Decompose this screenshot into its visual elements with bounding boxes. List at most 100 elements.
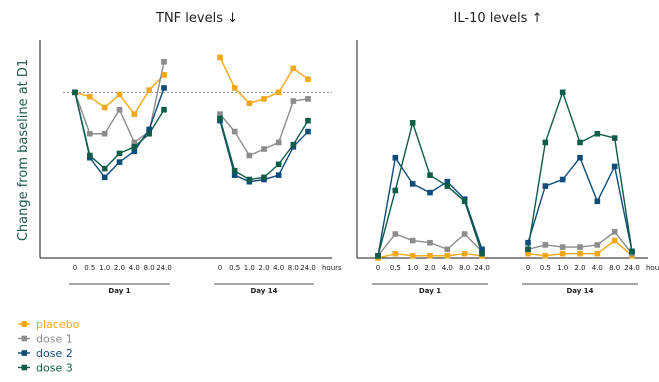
data-point (611, 163, 618, 170)
data-point (559, 176, 566, 183)
data-point (427, 189, 433, 196)
series-placebo (74, 57, 309, 115)
data-point (427, 172, 433, 178)
legend-marker (21, 350, 28, 356)
x-tick-label: 24.0 (624, 264, 640, 272)
day-label: Day 14 (250, 287, 277, 295)
data-point (261, 174, 267, 181)
data-point (577, 154, 583, 161)
x-tick-label: 8.0 (459, 264, 470, 272)
data-point (392, 250, 399, 257)
x-tick-label: 2.0 (424, 264, 435, 272)
x-tick-label: 4.0 (129, 264, 140, 272)
x-tick-label: 0 (73, 264, 77, 272)
data-point (392, 187, 399, 194)
data-point (217, 115, 223, 122)
data-point (161, 72, 167, 78)
data-point (375, 253, 381, 259)
data-point (611, 229, 618, 235)
data-point (87, 130, 93, 137)
data-point (290, 65, 297, 72)
day-label: Day 1 (419, 287, 441, 295)
data-point (231, 85, 238, 91)
data-point (72, 89, 78, 96)
data-point (611, 237, 618, 244)
x-tick-label: 4.0 (442, 264, 453, 272)
data-point (87, 152, 93, 159)
data-point (101, 165, 108, 172)
data-point (275, 172, 282, 178)
data-point (542, 139, 549, 146)
data-point (131, 144, 138, 150)
x-unit-label: hours (322, 264, 342, 272)
data-point (427, 239, 433, 246)
data-point (275, 161, 282, 168)
data-point (161, 85, 167, 91)
x-tick-label: 1.0 (244, 264, 255, 272)
data-point (217, 111, 223, 117)
legend-item-dose-3: dose 3 (18, 362, 73, 375)
data-point (629, 248, 635, 255)
x-tick-label: 24.0 (474, 264, 490, 272)
data-point (461, 198, 468, 205)
data-point (525, 239, 531, 246)
data-point (290, 98, 297, 104)
data-point (542, 253, 549, 259)
x-tick-label: 24.0 (300, 264, 316, 272)
data-point (559, 244, 566, 250)
x-tick-label: 8.0 (144, 264, 155, 272)
data-point (305, 76, 311, 83)
x-tick-label: 0.5 (84, 264, 95, 272)
data-point (461, 231, 468, 237)
data-point (87, 93, 93, 100)
x-tick-label: 0 (526, 264, 530, 272)
series-line (527, 157, 633, 252)
data-point (559, 250, 566, 257)
data-point (542, 242, 549, 248)
x-tick-label: 0.5 (229, 264, 240, 272)
x-tick-label: 0 (376, 264, 380, 272)
data-point (231, 172, 238, 178)
data-point (392, 231, 399, 237)
legend-marker (21, 335, 28, 342)
panel-title: TNF levels ↓ (155, 11, 238, 26)
x-tick-label: 2.0 (258, 264, 269, 272)
legend-marker (21, 364, 28, 371)
data-point (479, 246, 485, 253)
data-point (559, 89, 566, 96)
x-tick-label: 8.0 (609, 264, 620, 272)
data-point (611, 135, 618, 141)
x-tick-label: 1.0 (557, 264, 568, 272)
data-point (594, 198, 601, 205)
data-point (594, 130, 601, 137)
x-tick-label: 4.0 (273, 264, 284, 272)
x-tick-label: 1.0 (99, 264, 110, 272)
data-point (261, 146, 267, 152)
data-point (261, 96, 267, 102)
data-point (116, 150, 123, 157)
data-point (246, 152, 253, 159)
data-point (101, 104, 108, 111)
legend-item-dose-1: dose 1 (18, 333, 73, 346)
data-point (392, 154, 399, 161)
data-point (461, 250, 468, 257)
x-tick-label: 0.5 (390, 264, 401, 272)
series-placebo (377, 239, 633, 259)
series-dose-3 (74, 92, 309, 181)
data-point (131, 148, 138, 154)
data-point (577, 244, 583, 250)
data-point (594, 250, 601, 257)
data-point (116, 106, 123, 113)
data-point (444, 253, 451, 259)
data-point (290, 141, 297, 148)
series-dose-3 (377, 91, 633, 256)
data-point (305, 96, 311, 102)
data-point (116, 159, 123, 165)
x-tick-label: 24.0 (156, 264, 172, 272)
data-point (101, 174, 108, 181)
series-dose-1 (74, 61, 309, 157)
legend-item-placebo: placebo (18, 318, 80, 331)
